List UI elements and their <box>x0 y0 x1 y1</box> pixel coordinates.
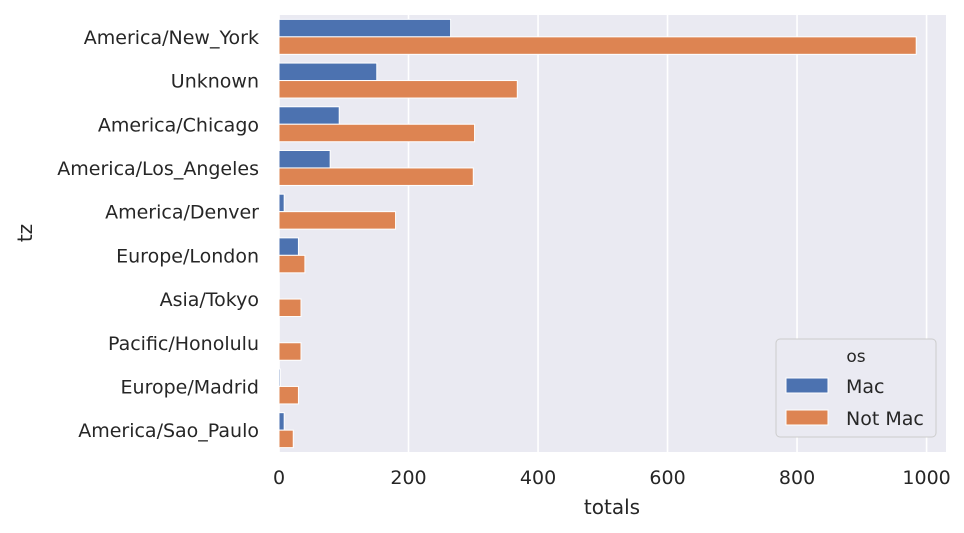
bar-mac-5 <box>278 237 299 256</box>
legend: os Mac Not Mac <box>775 338 937 438</box>
bar-not-mac-0 <box>278 36 917 55</box>
x-tick-label-0: 0 <box>273 467 285 489</box>
bar-not-mac-1 <box>278 80 518 99</box>
y-tick-label-0: America/New_York <box>84 27 259 49</box>
bar-not-mac-8 <box>278 385 299 405</box>
bar-not-mac-3 <box>278 167 474 186</box>
y-tick-label-8: Europe/Madrid <box>121 376 259 398</box>
bar-not-mac-5 <box>278 254 306 274</box>
bar-not-mac-9 <box>278 429 294 449</box>
y-tick-label-3: America/Los_Angeles <box>57 158 259 180</box>
x-tick-label-400: 400 <box>520 467 556 489</box>
bar-not-mac-4 <box>278 211 397 230</box>
y-tick-label-4: America/Denver <box>105 202 259 224</box>
x-tick-label-200: 200 <box>390 467 426 489</box>
legend-title: os <box>846 347 865 367</box>
x-tick-labels: 0 200 400 600 800 1000 <box>273 467 951 489</box>
bar-not-mac-6 <box>278 298 302 318</box>
legend-label-mac: Mac <box>846 376 884 398</box>
y-tick-label-9: America/Sao_Paulo <box>78 420 259 442</box>
bar-not-mac-2 <box>278 123 476 143</box>
bar-mac-4 <box>278 193 285 213</box>
y-axis-label: tz <box>13 224 37 242</box>
x-tick-label-800: 800 <box>779 467 815 489</box>
bar-not-mac-7 <box>278 342 302 361</box>
bar-mac-8 <box>278 368 281 387</box>
x-tick-label-1000: 1000 <box>902 467 950 489</box>
y-tick-label-1: Unknown <box>171 71 259 93</box>
bar-mac-2 <box>278 106 340 125</box>
legend-swatch-mac <box>785 377 829 394</box>
y-tick-label-6: Asia/Tokyo <box>160 289 259 311</box>
legend-label-not-mac: Not Mac <box>846 408 924 430</box>
y-tick-label-2: America/Chicago <box>98 114 259 136</box>
x-tick-label-600: 600 <box>649 467 685 489</box>
x-axis-label: totals <box>584 495 640 519</box>
bar-mac-9 <box>278 412 285 431</box>
bars <box>278 18 917 449</box>
y-tick-label-7: Pacific/Honolulu <box>108 333 259 355</box>
y-tick-labels: America/New_York Unknown America/Chicago Am… <box>57 27 259 442</box>
bar-mac-1 <box>278 62 378 82</box>
bar-mac-3 <box>278 149 331 169</box>
legend-swatch-not-mac <box>785 409 829 426</box>
bar-mac-0 <box>278 18 452 38</box>
y-tick-label-5: Europe/London <box>116 245 259 267</box>
